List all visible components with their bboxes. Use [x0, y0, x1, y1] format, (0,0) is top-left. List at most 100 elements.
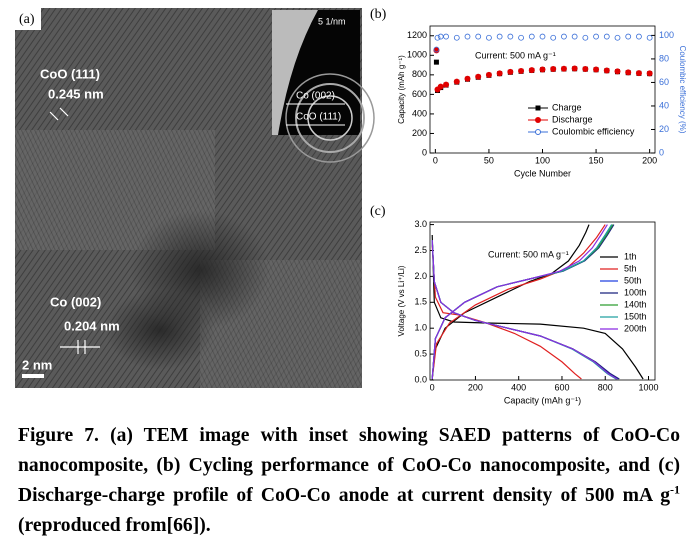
arrow — [59, 107, 69, 117]
marker — [625, 69, 632, 76]
y-tick-label: 400 — [412, 108, 427, 118]
marker — [464, 33, 471, 40]
marker — [453, 34, 460, 41]
curve — [431, 224, 618, 380]
y2-tick-label: 80 — [659, 53, 669, 63]
saed-inset: 5 1/nm Co (002) CoO (111) — [272, 10, 375, 163]
annotation: CoO (111) — [40, 66, 100, 81]
annotation: Co (002) — [50, 294, 101, 309]
marker — [496, 33, 503, 40]
ring — [285, 73, 375, 163]
marker — [614, 68, 621, 75]
x-tick-label: 200 — [468, 382, 483, 392]
marker — [453, 78, 460, 85]
y-tick-label: 1200 — [407, 30, 427, 40]
legend-marker — [535, 105, 541, 111]
marker — [437, 33, 444, 40]
legend-label: Charge — [552, 102, 582, 112]
marker — [496, 70, 503, 77]
marker — [561, 33, 567, 40]
x-axis-label: Capacity (mAh g⁻¹) — [504, 395, 581, 405]
curve — [431, 224, 618, 380]
marker — [528, 67, 535, 74]
caption-text: Figure 7. (a) TEM image with inset showi… — [18, 425, 680, 506]
marker — [560, 65, 567, 72]
marker — [625, 33, 632, 40]
curve — [431, 224, 606, 380]
panel-label: (a) — [19, 12, 35, 27]
y2-tick-label: 60 — [659, 77, 669, 87]
marker — [443, 33, 449, 40]
scale-bar — [22, 374, 44, 378]
y-tick-label: 2.5 — [414, 245, 427, 255]
y-tick-label: 600 — [412, 89, 427, 99]
annotation: 0.245 nm — [48, 86, 104, 101]
legend-label: 150th — [624, 311, 647, 321]
x-tick-label: 100 — [535, 155, 550, 165]
marker — [550, 65, 557, 72]
ring — [307, 95, 353, 141]
curve — [431, 224, 620, 380]
y2-tick-label: 0 — [659, 147, 664, 157]
panel-label: (b) — [370, 7, 387, 22]
annotation: Current: 500 mA g⁻¹ — [475, 50, 556, 60]
x-tick-label: 600 — [554, 382, 569, 392]
marker — [582, 34, 589, 41]
tem-particle — [105, 290, 215, 370]
y2-tick-label: 40 — [659, 100, 669, 110]
legend-marker — [535, 129, 541, 135]
marker — [518, 67, 525, 74]
marker — [475, 33, 482, 40]
panel-label: (c) — [370, 204, 386, 219]
x-tick-label: 0 — [430, 382, 435, 392]
curve — [431, 224, 644, 380]
figure: (a) CoO (111) 0.245 nm Co (002) 0.204 nm… — [15, 7, 687, 405]
legend-label: 50th — [624, 275, 642, 285]
curve — [431, 224, 619, 380]
y-tick-label: 800 — [412, 69, 427, 79]
annotation: Current: 500 mA g⁻¹ — [488, 249, 569, 259]
figure-caption: Figure 7. (a) TEM image with inset showi… — [18, 421, 680, 541]
marker — [433, 46, 440, 53]
y2-tick-label: 20 — [659, 124, 669, 134]
tem-image: (a) CoO (111) 0.245 nm Co (002) 0.204 nm… — [15, 8, 375, 388]
marker — [433, 59, 439, 65]
y-tick-label: 1.0 — [414, 323, 427, 333]
caption-text: (reproduced from[66]). — [18, 515, 211, 536]
legend-label: 1th — [624, 251, 637, 261]
marker — [518, 34, 524, 41]
marker — [539, 33, 546, 40]
marker — [464, 75, 471, 82]
marker — [539, 66, 546, 73]
marker — [550, 34, 557, 41]
marker — [646, 70, 653, 77]
y-tick-label: 2.0 — [414, 271, 427, 281]
y-axis-label: Voltage (V vs Li⁺/Li) — [397, 265, 406, 336]
y2-axis-label: Coulombic efficiency (%) — [678, 46, 687, 134]
x-tick-label: 200 — [642, 155, 657, 165]
x-tick-label: 400 — [511, 382, 526, 392]
y2-tick-label: 100 — [659, 30, 674, 40]
x-tick-label: 1000 — [638, 382, 658, 392]
y-tick-label: 0.0 — [414, 374, 427, 384]
scale-bar-label: 2 nm — [22, 357, 52, 372]
marker — [528, 33, 535, 40]
marker — [593, 33, 599, 40]
legend-label: 200th — [624, 323, 647, 333]
marker — [593, 66, 600, 73]
caption-superscript: -1 — [670, 482, 680, 497]
marker — [443, 81, 450, 88]
arrow — [49, 111, 59, 121]
y-tick-label: 1000 — [407, 50, 427, 60]
y-tick-label: 3.0 — [414, 219, 427, 229]
marker — [434, 34, 441, 41]
y-tick-label: 1.5 — [414, 297, 427, 307]
ring-label: Co (002) — [296, 91, 335, 102]
marker — [475, 73, 482, 80]
legend-marker — [535, 117, 541, 123]
x-axis-label: Cycle Number — [514, 168, 571, 178]
x-tick-label: 0 — [433, 155, 438, 165]
ring — [295, 83, 365, 153]
marker — [635, 70, 642, 77]
